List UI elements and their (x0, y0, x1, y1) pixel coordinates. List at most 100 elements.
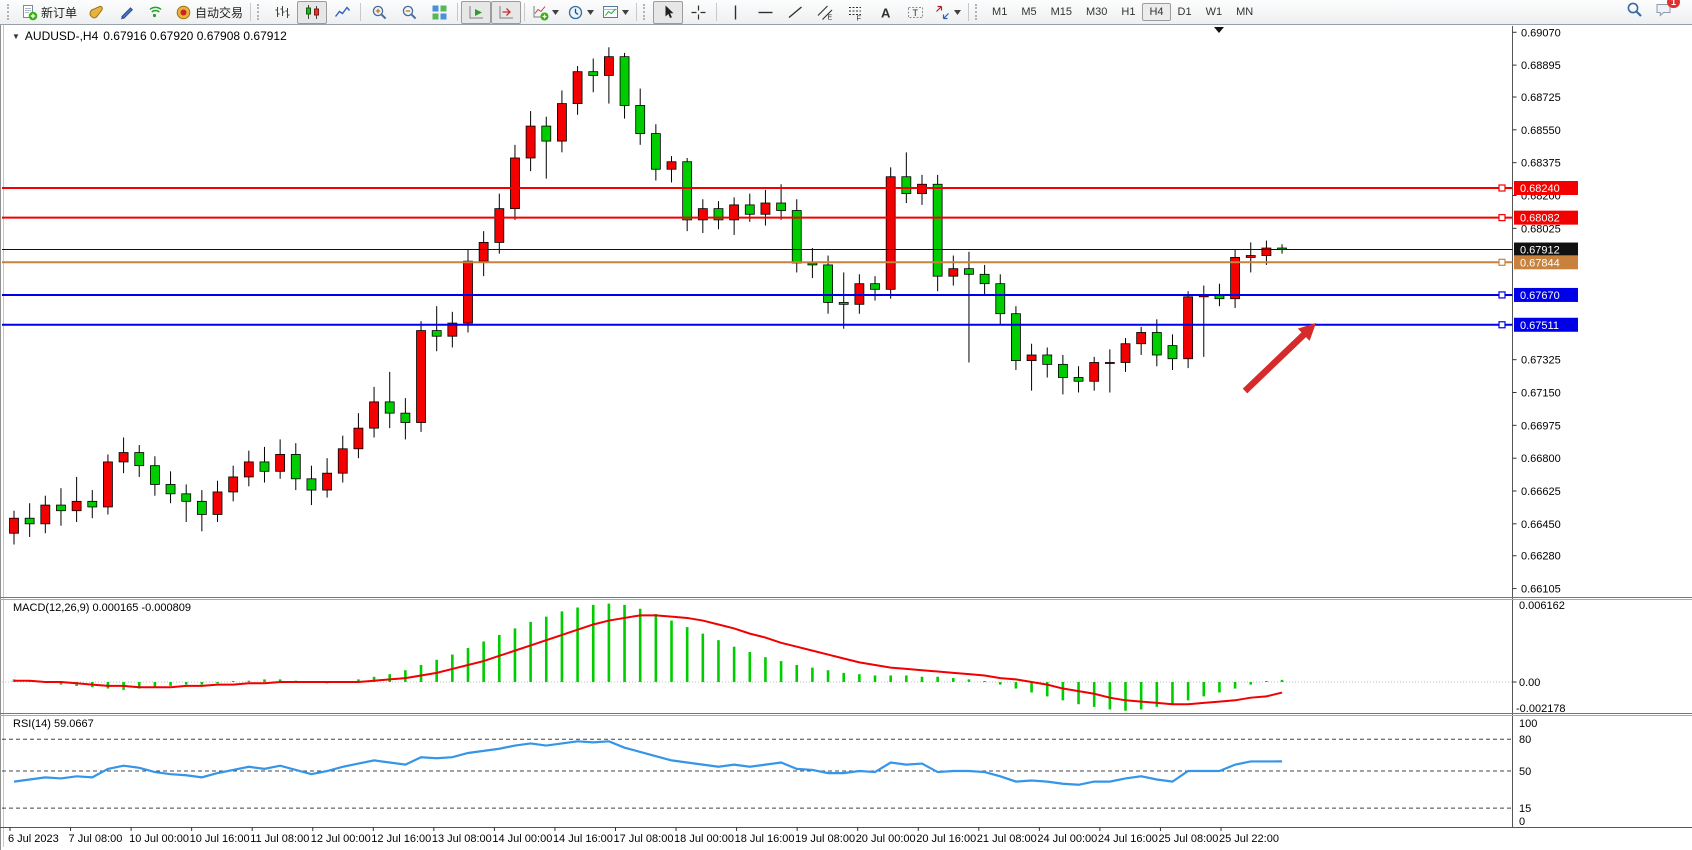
svg-text:7 Jul 08:00: 7 Jul 08:00 (69, 833, 123, 845)
vertical-line-icon (734, 5, 736, 19)
tile-windows-button[interactable] (424, 1, 454, 24)
toolbar-grip[interactable] (643, 4, 648, 20)
price-badge-0.67670: 0.67670 (1514, 287, 1578, 302)
timeframe-m5-button[interactable]: M5 (1021, 6, 1037, 18)
svg-text:6 Jul 2023: 6 Jul 2023 (8, 833, 59, 845)
cursor-button[interactable] (653, 0, 684, 24)
bar-chart-button[interactable] (267, 1, 297, 24)
svg-text:18 Jul 00:00: 18 Jul 00:00 (674, 833, 734, 845)
line-chart-button[interactable] (327, 1, 357, 24)
timeframe-h1-button[interactable]: H1 (1121, 6, 1136, 18)
svg-text:0.67150: 0.67150 (1521, 388, 1561, 400)
svg-text:0.67670: 0.67670 (1520, 290, 1560, 302)
chart-title-symbol: AUDUSD-,H4 (24, 29, 99, 43)
notification-badge: 1 (1666, 0, 1680, 8)
zoom-in-button[interactable] (364, 1, 394, 24)
dropdown-caret-icon (587, 9, 595, 15)
svg-text:50: 50 (1519, 766, 1531, 778)
algo-trading-button[interactable]: 自动交易 (171, 1, 247, 24)
svg-text:12 Jul 16:00: 12 Jul 16:00 (371, 833, 431, 845)
chart-title-ohlc: 0.67916 0.67920 0.67908 0.67912 (103, 29, 287, 43)
timeframe-w1-button[interactable]: W1 (1205, 6, 1223, 18)
svg-text:0.68550: 0.68550 (1521, 125, 1561, 137)
time-axis[interactable]: 6 Jul 2023 7 Jul 08:00 10 Jul 00:00 10 Jul … (8, 827, 1279, 845)
wallet-button[interactable] (81, 1, 111, 24)
label-icon: T (907, 6, 923, 18)
svg-text:14 Jul 00:00: 14 Jul 00:00 (492, 833, 552, 845)
svg-text:0.68082: 0.68082 (1520, 213, 1560, 225)
timeframe-mn-button[interactable]: MN (1236, 6, 1254, 18)
svg-text:12 Jul 00:00: 12 Jul 00:00 (311, 833, 371, 845)
templates-button[interactable] (598, 1, 633, 24)
auto-scroll-icon (469, 5, 483, 18)
crosshair-icon (691, 5, 706, 19)
crosshair-button[interactable] (683, 1, 713, 24)
toolbar-separator (636, 3, 638, 21)
trendline-button[interactable] (780, 1, 810, 24)
timeframe-d1-button[interactable]: D1 (1177, 6, 1192, 18)
price-line-0.68082[interactable] (2, 214, 1513, 222)
toolbar-grip[interactable] (257, 4, 262, 20)
toolbar-right: 1 (1626, 0, 1680, 23)
auto-scroll-button[interactable] (461, 0, 492, 24)
vertical-line-button[interactable] (720, 1, 750, 24)
price-line-0.67670[interactable] (2, 291, 1513, 299)
price-line-0.68240[interactable] (2, 184, 1513, 192)
svg-text:A: A (881, 5, 891, 20)
toolbar-grip[interactable] (7, 4, 12, 20)
bar-chart-icon (275, 5, 290, 18)
svg-text:0.67844: 0.67844 (1520, 257, 1560, 269)
svg-text:0.67912: 0.67912 (1520, 245, 1560, 257)
zoom-in-icon (372, 5, 386, 19)
svg-text:80: 80 (1519, 734, 1531, 746)
chat-button[interactable]: 1 (1655, 0, 1680, 23)
chart-shift-button[interactable] (491, 0, 522, 24)
svg-text:25 Jul 22:00: 25 Jul 22:00 (1219, 833, 1279, 845)
timeframe-h4-button[interactable]: H4 (1142, 3, 1171, 21)
timeframe-m1-button[interactable]: M1 (992, 6, 1008, 18)
price-line-0.67511[interactable] (2, 321, 1513, 329)
zoom-out-button[interactable] (394, 1, 424, 24)
metaeditor-button[interactable] (111, 1, 141, 24)
new-order-button[interactable]: 新订单 (17, 1, 81, 24)
dropdown-caret-icon (552, 9, 560, 15)
svg-text:19 Jul 08:00: 19 Jul 08:00 (795, 833, 855, 845)
svg-text:15: 15 (1519, 803, 1531, 815)
horizontal-line-button[interactable] (750, 1, 780, 24)
toolbar-grip[interactable] (975, 4, 980, 20)
svg-text:0.68895: 0.68895 (1521, 60, 1561, 72)
arrows-button[interactable] (930, 1, 965, 24)
search-button[interactable] (1626, 1, 1643, 23)
price-axis[interactable]: 0.69070 0.68895 0.68725 0.68550 0.68375 0.682… (1512, 27, 1561, 596)
signals-button[interactable] (141, 1, 171, 24)
fibonacci-icon: F (848, 6, 861, 21)
svg-text:0.67511: 0.67511 (1520, 320, 1559, 332)
collapse-icon[interactable]: ▼ (12, 31, 20, 41)
tile-windows-icon (432, 5, 447, 19)
svg-text:0.00: 0.00 (1519, 677, 1540, 689)
cursor-icon (665, 5, 674, 18)
toolbar-separator (524, 3, 526, 21)
channel-button[interactable]: E (810, 1, 840, 24)
series-end-marker-icon (1214, 27, 1224, 33)
trendline-icon (788, 5, 802, 18)
text-button[interactable]: A (870, 1, 900, 24)
label-button[interactable]: T (900, 1, 930, 24)
svg-text:21 Jul 08:00: 21 Jul 08:00 (977, 833, 1037, 845)
indicators-button[interactable] (528, 1, 563, 24)
dropdown-caret-icon (954, 9, 962, 15)
rsi-panel: 100 80 50 150 (2, 718, 1537, 828)
timeframe-m15-button[interactable]: M15 (1050, 6, 1072, 18)
fibonacci-button[interactable]: F (840, 1, 870, 24)
price-line-0.67844[interactable] (2, 258, 1513, 266)
timeframe-m30-button[interactable]: M30 (1086, 6, 1108, 18)
svg-text:10 Jul 00:00: 10 Jul 00:00 (129, 833, 189, 845)
annotation-arrow[interactable] (1242, 323, 1316, 394)
algo-trading-label: 自动交易 (195, 5, 244, 20)
svg-text:11 Jul 08:00: 11 Jul 08:00 (250, 833, 309, 845)
periods-button[interactable] (563, 1, 598, 24)
candlestick-button[interactable] (297, 0, 328, 24)
templates-icon (603, 5, 619, 18)
svg-text:20 Jul 00:00: 20 Jul 00:00 (856, 833, 916, 845)
